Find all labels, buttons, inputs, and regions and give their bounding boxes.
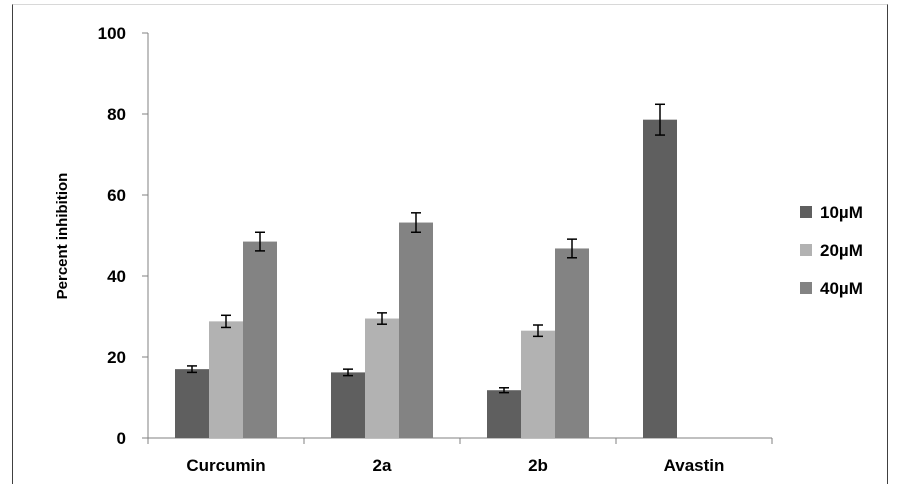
legend-label: 20µM xyxy=(820,241,863,260)
bar xyxy=(521,330,555,438)
y-tick-label: 20 xyxy=(107,348,126,367)
chart-frame xyxy=(12,4,888,484)
bar xyxy=(175,369,209,438)
y-axis-label: Percent inhibition xyxy=(54,173,71,300)
y-tick-label: 40 xyxy=(107,267,126,286)
bar xyxy=(331,372,365,438)
y-tick-label: 60 xyxy=(107,186,126,205)
bar xyxy=(555,248,589,438)
y-tick-label: 0 xyxy=(117,429,126,448)
x-category-label: 2a xyxy=(373,456,392,475)
bar xyxy=(487,390,521,438)
bar xyxy=(365,318,399,438)
legend-swatch xyxy=(800,206,812,218)
x-category-label: Curcumin xyxy=(186,456,265,475)
bar xyxy=(243,241,277,438)
legend-swatch xyxy=(800,282,812,294)
legend-swatch xyxy=(800,244,812,256)
legend-label: 40µM xyxy=(820,279,863,298)
x-category-label: Avastin xyxy=(664,456,725,475)
plot-area: 0 20 40 60 80 100 Curcumin 2a 2b Avastin xyxy=(98,24,773,475)
x-category-label: 2b xyxy=(528,456,548,475)
legend: 10µM 20µM 40µM xyxy=(800,203,863,298)
y-tick-label: 100 xyxy=(98,24,126,43)
bar xyxy=(209,321,243,438)
y-tick-label: 80 xyxy=(107,105,126,124)
legend-label: 10µM xyxy=(820,203,863,222)
bar xyxy=(643,119,677,439)
bar xyxy=(399,222,433,438)
